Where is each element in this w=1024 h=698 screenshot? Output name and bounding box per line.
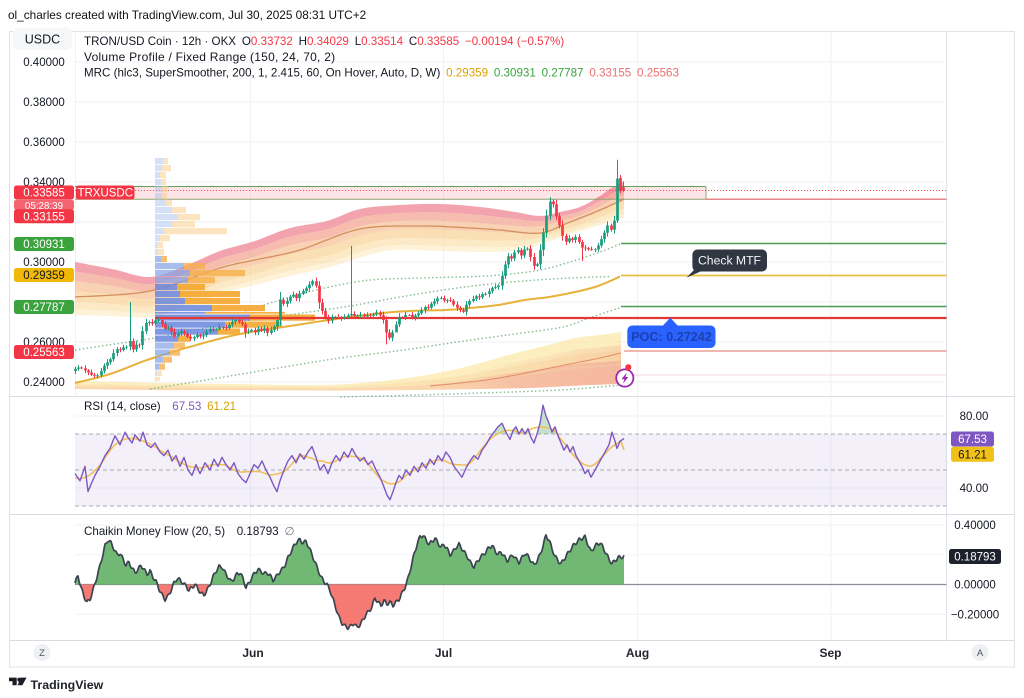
svg-text:80.00: 80.00: [960, 411, 989, 423]
svg-text:0.30931: 0.30931: [23, 239, 65, 251]
svg-text:POC: 0.27242: POC: 0.27242: [631, 330, 712, 344]
svg-text:0.18793: 0.18793: [954, 552, 996, 564]
svg-text:Jun: Jun: [242, 646, 263, 660]
svg-text:TRXUSDC: TRXUSDC: [77, 188, 133, 200]
svg-text:0.40000: 0.40000: [954, 520, 996, 532]
svg-text:0.25563: 0.25563: [23, 347, 65, 359]
svg-text:TradingView: TradingView: [31, 678, 104, 692]
svg-text:0.40000: 0.40000: [23, 57, 65, 69]
svg-text:Aug: Aug: [626, 646, 649, 660]
svg-text:RSI (14, close) 67.53 61.21: RSI (14, close) 67.53 61.21: [84, 400, 236, 413]
svg-text:Sep: Sep: [819, 646, 841, 660]
svg-text:−0.20000: −0.20000: [951, 609, 999, 621]
svg-text:TRON/USD Coin · 12h · OKX O0.3: TRON/USD Coin · 12h · OKX O0.33732 H0.34…: [84, 35, 564, 48]
svg-text:67.53: 67.53: [958, 434, 987, 446]
svg-text:0.00000: 0.00000: [954, 580, 996, 592]
svg-text:61.21: 61.21: [958, 449, 987, 461]
svg-text:Z: Z: [39, 648, 45, 659]
svg-text:0.33155: 0.33155: [23, 211, 65, 223]
svg-text:0.36000: 0.36000: [23, 137, 65, 149]
svg-text:0.27787: 0.27787: [23, 302, 65, 314]
svg-text:MRC (hlc3, SuperSmoother, 200,: MRC (hlc3, SuperSmoother, 200, 1, 2.415,…: [84, 67, 679, 80]
svg-text:05:28:39: 05:28:39: [25, 201, 63, 212]
svg-text:0.30000: 0.30000: [23, 257, 65, 269]
svg-text:0.38000: 0.38000: [23, 97, 65, 109]
svg-text:0.33585: 0.33585: [23, 188, 65, 200]
svg-text:Chaikin Money Flow (20, 5) 0.: Chaikin Money Flow (20, 5) 0.18793 ∅: [84, 525, 295, 538]
svg-text:0.24000: 0.24000: [23, 377, 65, 389]
svg-text:Volume Profile / Fixed Range (: Volume Profile / Fixed Range (150, 24, 7…: [84, 50, 335, 64]
svg-text:USDC: USDC: [25, 33, 60, 47]
svg-text:ol_charles created with Tradin: ol_charles created with TradingView.com,…: [8, 8, 366, 22]
svg-text:A: A: [977, 648, 984, 659]
svg-text:0.29359: 0.29359: [23, 270, 65, 282]
svg-text:40.00: 40.00: [960, 483, 989, 495]
svg-text:Check MTF: Check MTF: [698, 254, 761, 268]
svg-text:Jul: Jul: [435, 646, 452, 660]
